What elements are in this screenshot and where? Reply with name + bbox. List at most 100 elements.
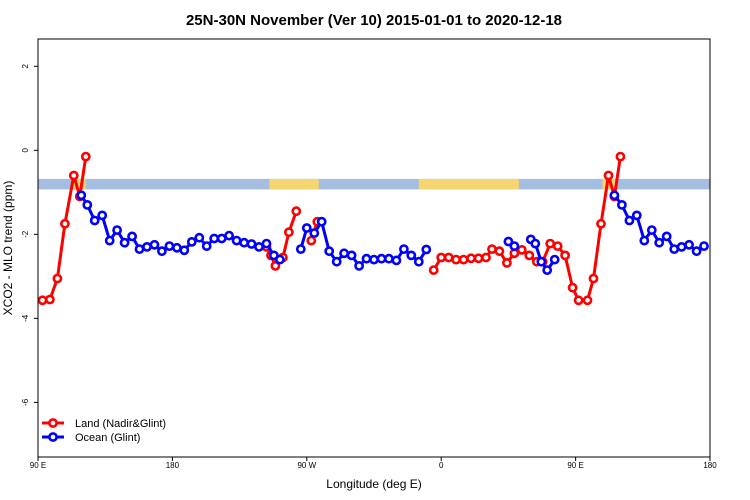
data-point (60, 218, 70, 229)
data-point (339, 248, 349, 259)
data-point (354, 260, 364, 271)
data-point (646, 225, 657, 235)
data-point (274, 254, 285, 265)
data-point (503, 236, 514, 247)
data-point (112, 225, 122, 235)
data-point (45, 294, 55, 305)
data-point (516, 244, 527, 255)
data-point (631, 210, 642, 221)
data-point (588, 273, 599, 284)
data-point (119, 237, 130, 248)
x-tick-label: 90 E (567, 461, 583, 470)
data-point (127, 231, 137, 242)
data-point (573, 295, 584, 306)
land-band-segment (269, 178, 319, 190)
data-point (383, 253, 394, 264)
data-point (567, 282, 578, 293)
y-tick-label: 2 (21, 64, 30, 69)
data-point (224, 230, 234, 241)
data-point (179, 245, 190, 256)
data-point (451, 254, 461, 265)
data-point (156, 246, 167, 257)
data-point (270, 260, 281, 271)
data-point (661, 231, 672, 242)
data-point (684, 239, 694, 250)
x-tick-label: 180 (166, 461, 180, 470)
data-point (164, 241, 175, 251)
data-point (346, 250, 357, 261)
chart-title: 25N-30N November (Ver 10) 2015-01-01 to … (186, 12, 562, 29)
data-point (324, 246, 335, 257)
land-band-segment (602, 178, 616, 190)
data-point (309, 228, 320, 238)
data-point (582, 295, 593, 306)
y-tick-label: 0 (21, 148, 30, 153)
data-point (654, 237, 665, 248)
data-point (283, 227, 294, 238)
data-point (301, 223, 312, 233)
data-point (413, 256, 424, 267)
data-point (104, 235, 115, 246)
data-point (536, 256, 547, 267)
data-point (194, 232, 205, 243)
data-point (369, 254, 379, 265)
data-point (391, 255, 402, 266)
data-point (617, 199, 627, 210)
data-point (473, 253, 484, 264)
data-point (560, 250, 570, 261)
x-tick-label: 90 W (297, 461, 316, 470)
data-point (76, 190, 87, 201)
data-point (398, 244, 409, 254)
data-point (458, 254, 469, 265)
legend-marker (48, 418, 58, 428)
data-point (615, 151, 626, 162)
data-point (699, 241, 709, 251)
legend: Land (Nadir&Glint) Ocean (Glint) (42, 418, 166, 444)
legend-label: Ocean (Glint) (75, 432, 140, 444)
data-point (89, 215, 100, 226)
y-axis-label: XCO2 - MLO trend (ppm) (1, 181, 15, 316)
data-point (246, 239, 257, 249)
data-point (676, 241, 687, 252)
y-tick-label: -4 (21, 314, 30, 322)
series-layer (37, 151, 709, 306)
data-point (306, 235, 317, 246)
data-point (501, 257, 512, 268)
y-tick-label: -2 (21, 230, 30, 238)
data-point (428, 265, 439, 275)
data-point (97, 210, 108, 221)
data-point (421, 244, 432, 255)
data-point (542, 265, 553, 275)
data-point (545, 238, 556, 249)
data-point (186, 236, 197, 247)
data-point (524, 250, 535, 261)
data-point (239, 237, 249, 248)
x-tick-label: 180 (703, 461, 717, 470)
x-tick-label: 90 E (30, 461, 46, 470)
data-point (624, 215, 635, 226)
data-point (481, 252, 491, 263)
legend-marker (48, 432, 58, 442)
x-axis-ticks: 90 E 180 90 W 0 90 E 180 (30, 457, 717, 470)
data-point (134, 244, 145, 254)
data-point (603, 170, 614, 181)
data-point (691, 246, 702, 257)
land-band-segment (418, 178, 519, 190)
data-point (406, 250, 417, 261)
data-point (231, 235, 242, 246)
data-point (549, 254, 560, 265)
land-ocean-mask-band (38, 178, 710, 190)
data-point (261, 238, 272, 249)
data-point (291, 206, 302, 217)
data-point (596, 218, 606, 229)
plot-frame (37, 38, 711, 458)
data-point (295, 244, 306, 254)
data-point (82, 199, 93, 210)
data-point (361, 253, 372, 264)
data-point (254, 241, 264, 252)
data-point (639, 235, 650, 246)
data-point (530, 238, 541, 249)
data-point (80, 151, 91, 162)
